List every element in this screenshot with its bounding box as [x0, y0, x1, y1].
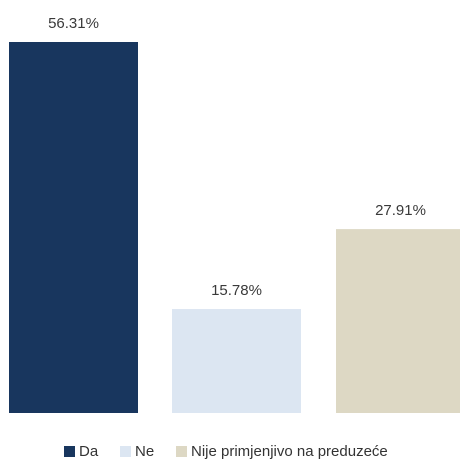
legend: Da Ne Nije primjenjivo na preduzeće: [64, 443, 388, 460]
legend-label-1: Da: [79, 443, 99, 460]
bar-3: [336, 229, 460, 413]
legend-swatch-1: [64, 446, 75, 457]
data-label-2: 15.78%: [211, 282, 262, 299]
bar-2: [172, 309, 301, 413]
legend-swatch-2: [120, 446, 131, 457]
legend-label-3: Nije primjenjivo na preduzeće: [191, 443, 388, 460]
data-labels-group: 56.31% 15.78% 27.91%: [48, 15, 426, 299]
data-label-1: 56.31%: [48, 15, 99, 32]
legend-swatch-3: [176, 446, 187, 457]
bars-group: [9, 42, 460, 413]
bar-1: [9, 42, 138, 413]
legend-label-2: Ne: [135, 443, 154, 460]
data-label-3: 27.91%: [375, 202, 426, 219]
